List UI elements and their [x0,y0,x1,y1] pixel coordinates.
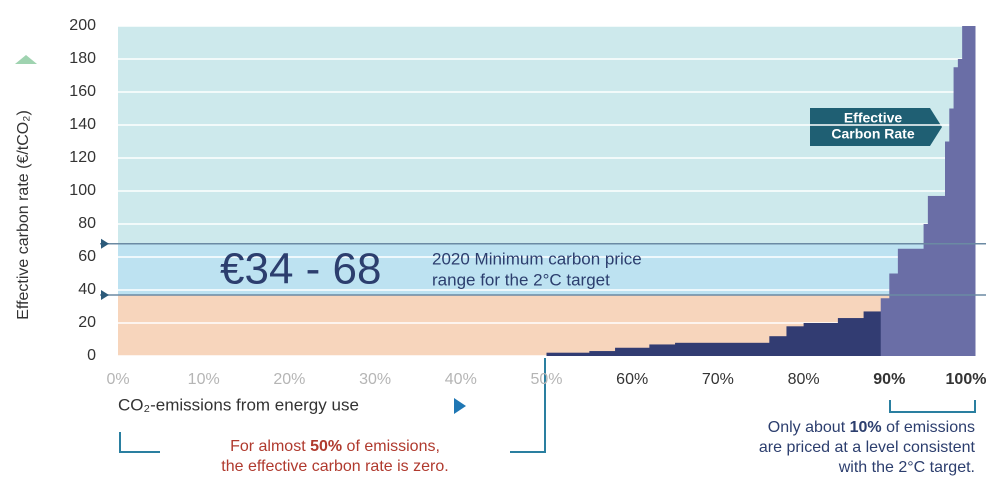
note-part: with the 2°C target. [838,459,975,476]
range-text: range for the 2°C target [432,270,610,289]
decor-triangle [15,55,37,64]
x-tick-label: 100% [946,371,986,388]
bar [786,326,805,356]
x-tick-label: 40% [445,371,477,388]
bracket-right [889,400,976,413]
bar [837,318,865,356]
note-part: the effective carbon rate is zero. [221,458,448,475]
note: Only about 10% of emissions [768,419,975,436]
y-tick-label: 60 [78,248,96,265]
bar [675,342,770,356]
note-part: are priced at a level consistent [759,439,976,456]
x-axis-label: CO₂-emissions from energy use [118,395,359,414]
note-part: 10% [850,419,882,436]
bar [649,344,676,356]
bar [769,336,787,356]
y-tick-label: 120 [69,149,96,166]
band [118,243,975,295]
y-tick-label: 40 [78,281,96,298]
y-tick-label: 140 [69,116,96,133]
x-axis-arrow [454,398,466,414]
reference-marker [101,289,109,300]
y-tick-label: 180 [69,50,96,67]
y-tick-label: 0 [87,347,96,364]
y-tick-label: 100 [69,182,96,199]
y-tick-label: 80 [78,215,96,232]
x-tick-label: 10% [188,371,220,388]
bar [962,26,976,356]
bar [953,67,959,356]
y-tick-label: 20 [78,314,96,331]
note-part: 50% [310,438,342,455]
bar [923,224,929,356]
range-text: 2020 Minimum carbon price [432,249,642,268]
x-tick-label: 50% [530,371,562,388]
bar [880,298,890,356]
x-tick-label: 80% [788,371,820,388]
note: are priced at a level consistent [759,439,976,456]
bar [949,108,955,356]
bar [927,195,946,356]
note-part: For almost [230,438,310,455]
bar [863,311,882,356]
x-tick-label: 90% [873,371,905,388]
series-label-box [810,108,942,146]
bar [945,141,950,356]
x-tick-label: 70% [702,371,734,388]
bar [589,351,616,356]
reference-marker [101,238,109,249]
bar [957,59,963,356]
bar [889,273,899,356]
y-tick-label: 200 [69,17,96,34]
bracket-left [119,358,546,453]
bar [615,347,650,356]
note: For almost 50% of emissions, [230,438,440,455]
note-part: of emissions, [342,438,440,455]
series-label: Carbon Rate [831,126,914,142]
bar [897,248,925,356]
x-tick-label: 60% [616,371,648,388]
series-label: Effective [844,110,903,126]
note: the effective carbon rate is zero. [221,458,448,475]
bar [546,352,590,356]
x-tick-label: 0% [106,371,129,388]
note: with the 2°C target. [838,459,975,476]
x-tick-label: 30% [359,371,391,388]
x-tick-label: 20% [273,371,305,388]
y-axis-label: Effective carbon rate (€/tCO₂) [15,110,32,320]
note-part: of emissions [882,419,975,436]
note-part: Only about [768,419,850,436]
bar [803,323,839,356]
range-label: €34 - 68 [220,245,381,294]
y-tick-label: 160 [69,83,96,100]
